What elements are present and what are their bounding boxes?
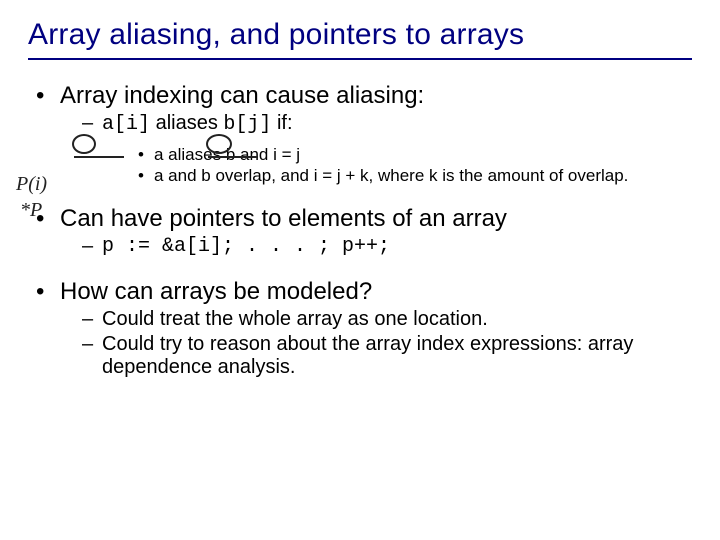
code-pointer-assign: p := &a[i]; . . . ; p++; (102, 235, 390, 258)
bullet-l3-cond1: • a aliases b and i = j (138, 144, 692, 165)
bullet-dash-icon: – (82, 112, 102, 136)
bullet-l3-cond2: • a and b overlap, and i = j + k, where … (138, 165, 692, 186)
bullet-dash-icon: – (82, 333, 102, 379)
bullet-l2-text: a[i] aliases b[j] if: (102, 112, 293, 136)
hand-underline-a-icon (74, 156, 124, 158)
bullet-l2-text: Could try to reason about the array inde… (102, 333, 692, 379)
bullet-l2-alias-cond: – a[i] aliases b[j] if: (82, 112, 692, 136)
bullet-dot-icon: • (36, 278, 60, 306)
bullet-dash-icon: – (82, 235, 102, 258)
title-underline (28, 58, 692, 60)
bullet-l3-text: a and b overlap, and i = j + k, where k … (154, 165, 628, 186)
bullet-l1-aliasing: • Array indexing can cause aliasing: (36, 82, 692, 110)
bullet-dash-icon: – (82, 308, 102, 331)
bullet-dot-icon: • (138, 144, 154, 165)
bullet-l2-model-2: – Could try to reason about the array in… (82, 333, 692, 379)
bullet-l1-text: Array indexing can cause aliasing: (60, 82, 424, 110)
code-b-j: b[j] (223, 113, 271, 136)
bullet-l3-text: a aliases b and i = j (154, 144, 300, 165)
text-aliases: aliases (150, 112, 223, 134)
page-title: Array aliasing, and pointers to arrays (28, 18, 692, 52)
hand-oval-a-icon (72, 134, 96, 154)
bullet-dot-icon: • (36, 205, 60, 233)
bullet-l2-pointer-code: – p := &a[i]; . . . ; p++; (82, 235, 692, 258)
bullet-l2-model-1: – Could treat the whole array as one loc… (82, 308, 692, 331)
text-if: if: (271, 112, 292, 134)
bullet-dot-icon: • (138, 165, 154, 186)
bullet-l1-text: How can arrays be modeled? (60, 278, 372, 306)
bullet-dot-icon: • (36, 82, 60, 110)
code-a-i: a[i] (102, 113, 150, 136)
bullet-l1-modeled: • How can arrays be modeled? (36, 278, 692, 306)
bullet-l1-text: Can have pointers to elements of an arra… (60, 205, 507, 233)
bullet-l2-text: Could treat the whole array as one locat… (102, 308, 488, 331)
bullet-l1-pointers: • Can have pointers to elements of an ar… (36, 205, 692, 233)
